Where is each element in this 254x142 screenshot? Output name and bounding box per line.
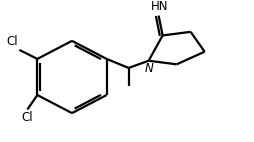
Text: HN: HN bbox=[151, 0, 168, 13]
Text: N: N bbox=[144, 62, 153, 75]
Text: Cl: Cl bbox=[7, 35, 18, 48]
Text: Cl: Cl bbox=[22, 111, 33, 124]
